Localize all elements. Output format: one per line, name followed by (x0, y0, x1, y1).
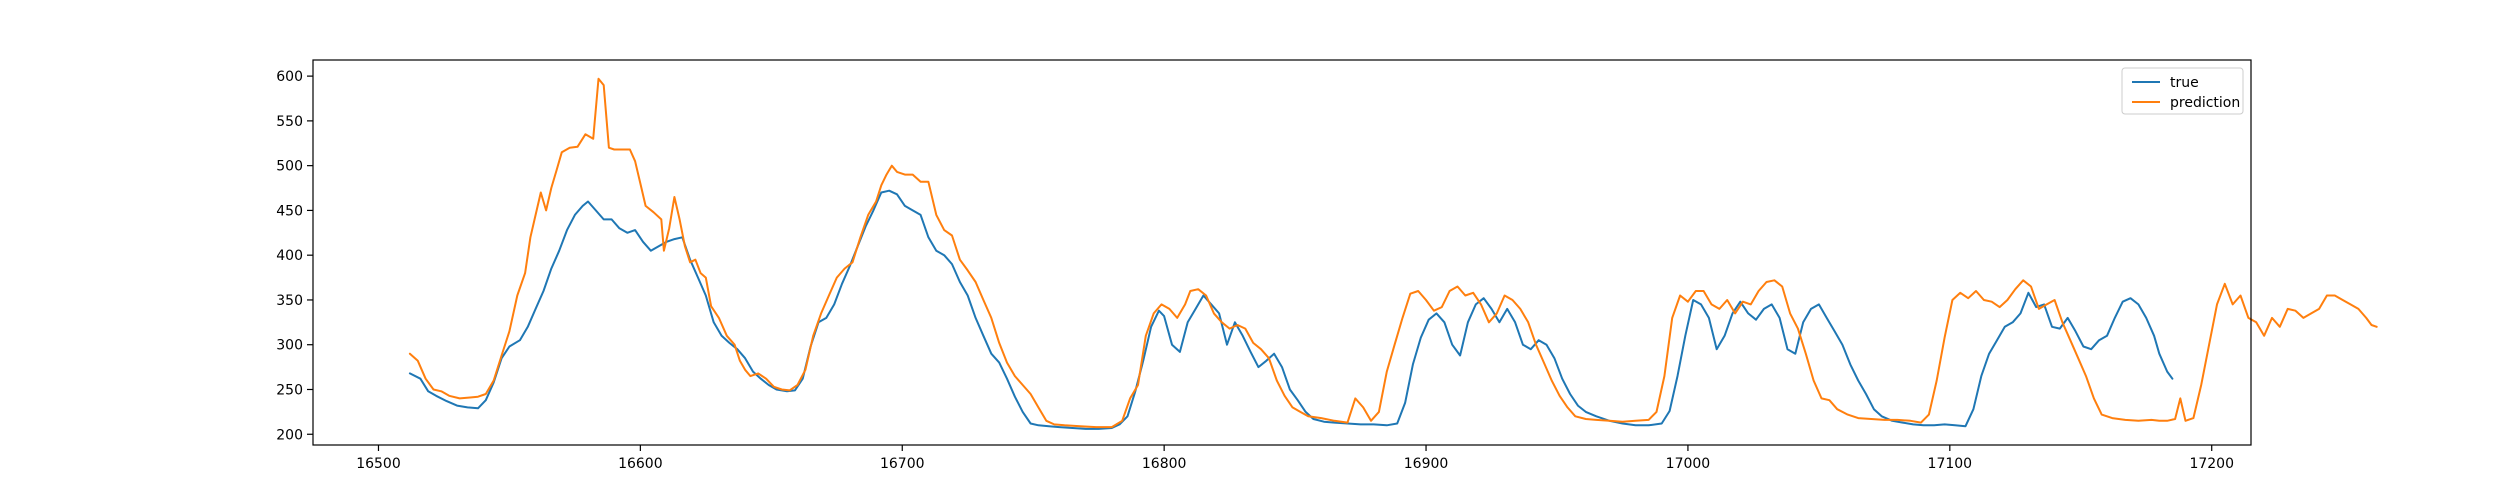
x-tick-label: 17100 (1928, 456, 1973, 472)
x-tick-label: 17000 (1666, 456, 1711, 472)
x-tick-label: 16500 (356, 456, 401, 472)
y-tick-label: 250 (276, 382, 303, 398)
x-axis: 16500 16600 16700 16800 16900 17000 17100 17200 (356, 445, 2234, 472)
legend-label-true: true (2170, 75, 2199, 91)
legend-label-prediction: prediction (2170, 95, 2240, 111)
series-layer (408, 77, 2378, 430)
y-axis: 200 250 300 350 400 450 500 550 600 (276, 69, 313, 443)
y-tick-label: 550 (276, 114, 303, 130)
x-tick-label: 16600 (618, 456, 663, 472)
series-line-prediction (408, 77, 2378, 429)
y-tick-label: 500 (276, 159, 303, 175)
y-tick-label: 350 (276, 293, 303, 309)
x-tick-label: 16700 (880, 456, 925, 472)
y-tick-label: 400 (276, 248, 303, 264)
plot-background (313, 60, 2251, 445)
x-tick-label: 16900 (1404, 456, 1449, 472)
y-tick-label: 300 (276, 338, 303, 354)
legend: true prediction (2121, 67, 2244, 115)
y-tick-label: 450 (276, 203, 303, 219)
y-tick-label: 200 (276, 427, 303, 443)
y-tick-label: 600 (276, 69, 303, 85)
x-tick-label: 16800 (1142, 456, 1187, 472)
series-line-true (408, 189, 2174, 430)
x-tick-label: 17200 (2189, 456, 2234, 472)
plot-frame (312, 59, 2252, 446)
